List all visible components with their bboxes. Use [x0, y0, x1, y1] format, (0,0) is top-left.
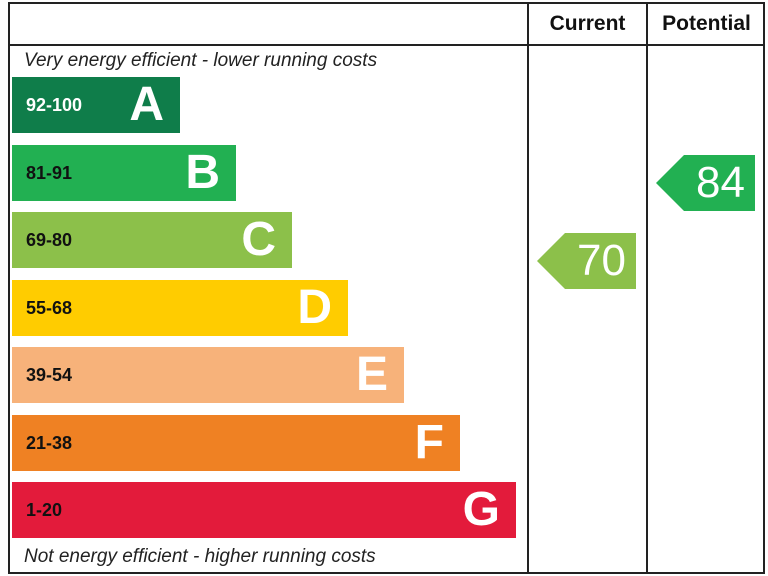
band-letter: B — [185, 145, 220, 199]
band-letter: D — [297, 280, 332, 334]
band-range-label: 1-20 — [26, 500, 63, 520]
band-letter: E — [355, 348, 388, 401]
band-g: 1-20 G — [12, 482, 516, 538]
band-range-label: 55-68 — [26, 297, 73, 318]
band-letter: F — [414, 415, 444, 469]
energy-rating-chart: Current Potential Very energy efficient … — [8, 2, 765, 574]
band-letter: A — [129, 78, 164, 131]
current-rating-value: 70 — [577, 235, 626, 285]
current-rating-arrow: 70 — [537, 232, 636, 289]
header-divider — [10, 44, 763, 46]
band-range-label: 69-80 — [26, 230, 73, 250]
band-e: 39-54 E — [12, 347, 404, 403]
column-divider-potential — [646, 4, 648, 572]
current-arrow-shape — [537, 232, 636, 289]
potential-rating-value: 84 — [696, 157, 745, 207]
band-range-label: 39-54 — [26, 365, 73, 385]
potential-rating-arrow: 84 — [656, 154, 755, 211]
band-b: 81-91 B — [12, 144, 236, 201]
band-f: 21-38 F — [12, 414, 460, 471]
band-d: 55-68 D — [12, 279, 348, 336]
band-a: 92-100 A — [12, 77, 180, 133]
bottom-caption: Not energy efficient - higher running co… — [24, 546, 376, 567]
potential-arrow-shape — [656, 154, 755, 211]
column-divider-current — [527, 4, 529, 572]
band-range-label: 21-38 — [26, 432, 73, 453]
band-c: 69-80 C — [12, 212, 292, 268]
band-range-label: 92-100 — [26, 95, 83, 115]
potential-column-header: Potential — [662, 12, 751, 35]
band-letter: C — [241, 213, 276, 266]
band-range-label: 81-91 — [26, 162, 73, 183]
band-letter: G — [462, 483, 500, 536]
top-caption: Very energy efficient - lower running co… — [24, 50, 378, 71]
current-column-header: Current — [549, 12, 626, 35]
